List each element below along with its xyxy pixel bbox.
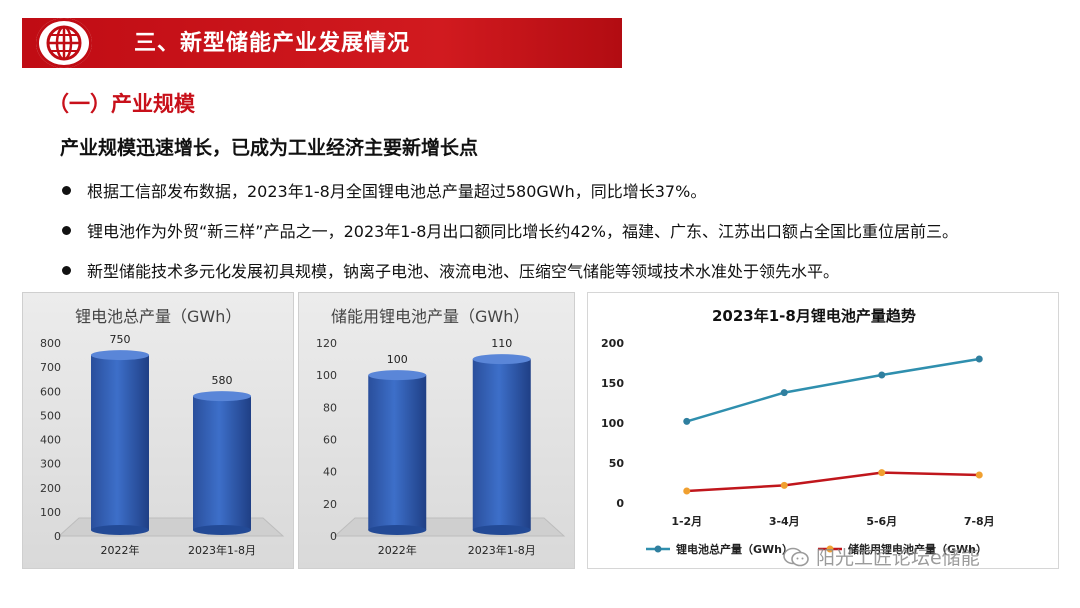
y-tick-label: 50 xyxy=(609,457,625,470)
data-point xyxy=(683,417,691,425)
legend-marker xyxy=(826,545,834,553)
y-tick-label: 0 xyxy=(54,530,61,543)
chart-panel-storage-output: 储能用锂电池产量（GWh） 0 20 40 60 80 100 120 100 2022年 110… xyxy=(298,292,575,569)
y-tick-label: 20 xyxy=(323,498,337,511)
x-tick-label: 3-4月 xyxy=(769,515,800,528)
chart-title: 储能用锂电池产量（GWh） xyxy=(331,307,530,326)
bar-chart-storage-output: 0 20 40 60 80 100 120 100 2022年 110 2023年1-8月 xyxy=(316,337,566,557)
y-tick-label: 200 xyxy=(601,337,624,350)
y-tick-label: 40 xyxy=(323,466,337,479)
bar-base xyxy=(472,525,531,535)
chart-panel-trend: 2023年1-8月锂电池产量趋势 0 50 100 150 200 1-2月 3-4月 5-6… xyxy=(587,292,1059,569)
data-point xyxy=(878,469,886,477)
bar-base xyxy=(368,525,427,535)
bar xyxy=(472,359,531,530)
bullet-dot-icon xyxy=(62,265,71,275)
bar-base xyxy=(91,525,149,535)
y-tick-label: 100 xyxy=(601,417,624,430)
legend-marker xyxy=(654,545,662,553)
watermark: 阳光工匠论坛e储能 xyxy=(782,543,980,570)
x-tick-label: 1-2月 xyxy=(671,515,702,528)
bullet-dot-icon xyxy=(62,225,71,235)
bullet-text: 新型储能技术多元化发展初具规模，钠离子电池、液流电池、压缩空气储能等领域技术水准… xyxy=(87,262,840,281)
bar xyxy=(193,396,251,530)
data-point xyxy=(683,487,691,495)
series-line xyxy=(686,471,980,493)
y-tick-label: 0 xyxy=(616,497,624,510)
data-label: 750 xyxy=(110,333,131,346)
bar-top xyxy=(472,354,531,365)
bar xyxy=(91,355,149,530)
y-tick-label: 400 xyxy=(40,434,61,447)
watermark-text: 阳光工匠论坛e储能 xyxy=(816,547,980,569)
x-tick-label: 7-8月 xyxy=(964,515,995,528)
x-tick-label: 2023年1-8月 xyxy=(188,543,256,557)
legend-label: 锂电池总产量（GWh） xyxy=(676,542,793,556)
bullet-item: 新型储能技术多元化发展初具规模，钠离子电池、液流电池、压缩空气储能等领域技术水准… xyxy=(62,258,839,282)
y-tick-label: 200 xyxy=(40,482,61,495)
y-tick-label: 60 xyxy=(323,434,337,447)
section-subtitle: 产业规模迅速增长，已成为工业经济主要新增长点 xyxy=(60,137,479,159)
data-point xyxy=(780,389,788,397)
bar-base xyxy=(193,525,251,535)
page-title: 三、新型储能产业发展情况 xyxy=(134,31,411,56)
bullet-dot-icon xyxy=(62,185,71,195)
bullet-item: 根据工信部发布数据，2023年1-8月全国锂电池总产量超过580GWh，同比增长… xyxy=(62,178,706,202)
data-point xyxy=(975,355,983,363)
data-label: 100 xyxy=(387,353,408,366)
bullet-text: 根据工信部发布数据，2023年1-8月全国锂电池总产量超过580GWh，同比增长… xyxy=(87,182,707,201)
y-tick-label: 150 xyxy=(601,377,624,390)
section-title: （一）产业规模 xyxy=(48,92,195,116)
y-tick-label: 120 xyxy=(316,337,337,350)
x-tick-label: 2022年 xyxy=(101,543,140,557)
data-point xyxy=(780,481,788,489)
bar xyxy=(368,375,427,530)
y-tick-label: 300 xyxy=(40,458,61,471)
legend-label: 储能用锂电池产量（GWh） xyxy=(848,542,987,556)
chart-panel-total-output: 锂电池总产量（GWh） 0 100 200 300 400 500 600 700 800 750… xyxy=(22,292,294,569)
x-tick-label: 2022年 xyxy=(378,543,417,557)
y-tick-label: 100 xyxy=(316,369,337,382)
bar-top xyxy=(91,350,149,361)
y-tick-label: 80 xyxy=(323,401,337,414)
chart-title: 锂电池总产量（GWh） xyxy=(75,307,242,326)
y-tick-label: 700 xyxy=(40,361,61,374)
y-tick-label: 0 xyxy=(330,530,337,543)
bullet-item: 锂电池作为外贸“新三样”产品之一，2023年1-8月出口额同比增长约42%，福建… xyxy=(62,218,958,242)
data-point xyxy=(878,371,886,379)
x-tick-label: 5-6月 xyxy=(866,515,897,528)
wechat-icon xyxy=(783,547,809,566)
x-tick-label: 2023年1-8月 xyxy=(468,543,536,557)
data-point xyxy=(975,471,983,479)
y-tick-label: 500 xyxy=(40,409,61,422)
globe-logo-icon xyxy=(36,18,92,68)
header-banner xyxy=(22,18,622,68)
y-tick-label: 100 xyxy=(40,506,61,519)
y-tick-label: 800 xyxy=(40,337,61,350)
bar-chart-total-output: 0 100 200 300 400 500 600 700 800 750 2022年 580 2023… xyxy=(40,333,285,557)
series-line xyxy=(686,357,980,423)
data-label: 580 xyxy=(212,374,233,387)
bar-top xyxy=(368,370,427,381)
bar-top xyxy=(193,391,251,402)
data-label: 110 xyxy=(491,337,512,350)
y-tick-label: 600 xyxy=(40,385,61,398)
bullet-text: 锂电池作为外贸“新三样”产品之一，2023年1-8月出口额同比增长约42%，福建… xyxy=(87,222,958,241)
chart-title: 2023年1-8月锂电池产量趋势 xyxy=(712,307,916,325)
